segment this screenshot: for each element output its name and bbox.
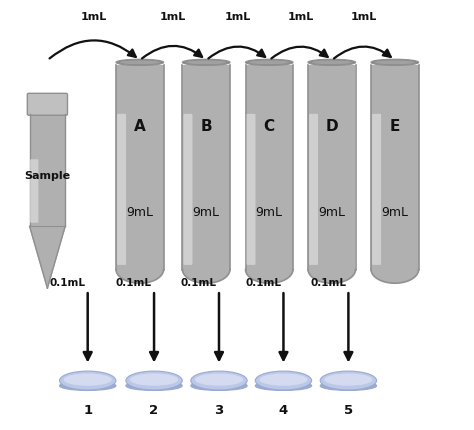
Text: Sample: Sample [24, 171, 71, 181]
Text: 9mL: 9mL [256, 206, 283, 219]
Ellipse shape [191, 381, 247, 390]
Text: 1mL: 1mL [160, 12, 186, 22]
FancyBboxPatch shape [117, 114, 126, 265]
FancyBboxPatch shape [308, 65, 356, 270]
Ellipse shape [246, 59, 293, 65]
Text: 0.1mL: 0.1mL [310, 278, 346, 288]
Text: 9mL: 9mL [382, 206, 408, 219]
Text: 3: 3 [214, 404, 224, 417]
Ellipse shape [126, 371, 182, 390]
Text: 5: 5 [344, 404, 353, 417]
Text: 0.1mL: 0.1mL [49, 278, 85, 288]
Ellipse shape [191, 371, 247, 390]
Ellipse shape [130, 373, 178, 386]
FancyBboxPatch shape [182, 65, 230, 270]
FancyBboxPatch shape [246, 65, 293, 270]
Text: 1mL: 1mL [287, 12, 314, 22]
Text: 9mL: 9mL [319, 206, 345, 219]
Ellipse shape [308, 59, 356, 65]
Ellipse shape [308, 256, 356, 283]
Text: 1mL: 1mL [225, 12, 251, 22]
Text: D: D [326, 119, 338, 134]
Text: 1mL: 1mL [350, 12, 376, 22]
Ellipse shape [371, 256, 419, 283]
Ellipse shape [371, 59, 419, 65]
FancyBboxPatch shape [372, 114, 381, 265]
Text: 0.1mL: 0.1mL [181, 278, 217, 288]
Ellipse shape [182, 59, 230, 65]
Text: 9mL: 9mL [193, 206, 219, 219]
Ellipse shape [374, 60, 415, 64]
Ellipse shape [195, 373, 243, 386]
FancyBboxPatch shape [371, 65, 419, 270]
Ellipse shape [60, 371, 116, 390]
Ellipse shape [186, 60, 227, 64]
Ellipse shape [320, 381, 376, 390]
Text: 0.1mL: 0.1mL [245, 278, 281, 288]
Text: C: C [264, 119, 275, 134]
Ellipse shape [116, 59, 164, 65]
Text: A: A [134, 119, 146, 134]
FancyBboxPatch shape [116, 65, 164, 270]
FancyBboxPatch shape [183, 114, 192, 265]
Ellipse shape [259, 373, 308, 386]
Text: B: B [201, 119, 212, 134]
Ellipse shape [255, 381, 311, 390]
FancyBboxPatch shape [309, 114, 318, 265]
Text: 1: 1 [83, 404, 92, 417]
Text: 4: 4 [279, 404, 288, 417]
FancyBboxPatch shape [29, 114, 65, 226]
Ellipse shape [324, 373, 373, 386]
Ellipse shape [60, 381, 116, 390]
Text: 1mL: 1mL [81, 12, 107, 22]
Text: E: E [390, 119, 400, 134]
Ellipse shape [119, 60, 160, 64]
Ellipse shape [116, 256, 164, 283]
Text: 2: 2 [149, 404, 159, 417]
Polygon shape [29, 226, 65, 288]
FancyBboxPatch shape [27, 93, 67, 115]
Ellipse shape [182, 256, 230, 283]
FancyBboxPatch shape [246, 114, 255, 265]
Ellipse shape [126, 381, 182, 390]
Ellipse shape [320, 371, 376, 390]
Ellipse shape [64, 373, 112, 386]
FancyBboxPatch shape [30, 159, 38, 223]
Ellipse shape [311, 60, 352, 64]
Text: 0.1mL: 0.1mL [116, 278, 152, 288]
Ellipse shape [255, 371, 311, 390]
Ellipse shape [246, 256, 293, 283]
Ellipse shape [249, 60, 289, 64]
Text: 9mL: 9mL [127, 206, 153, 219]
